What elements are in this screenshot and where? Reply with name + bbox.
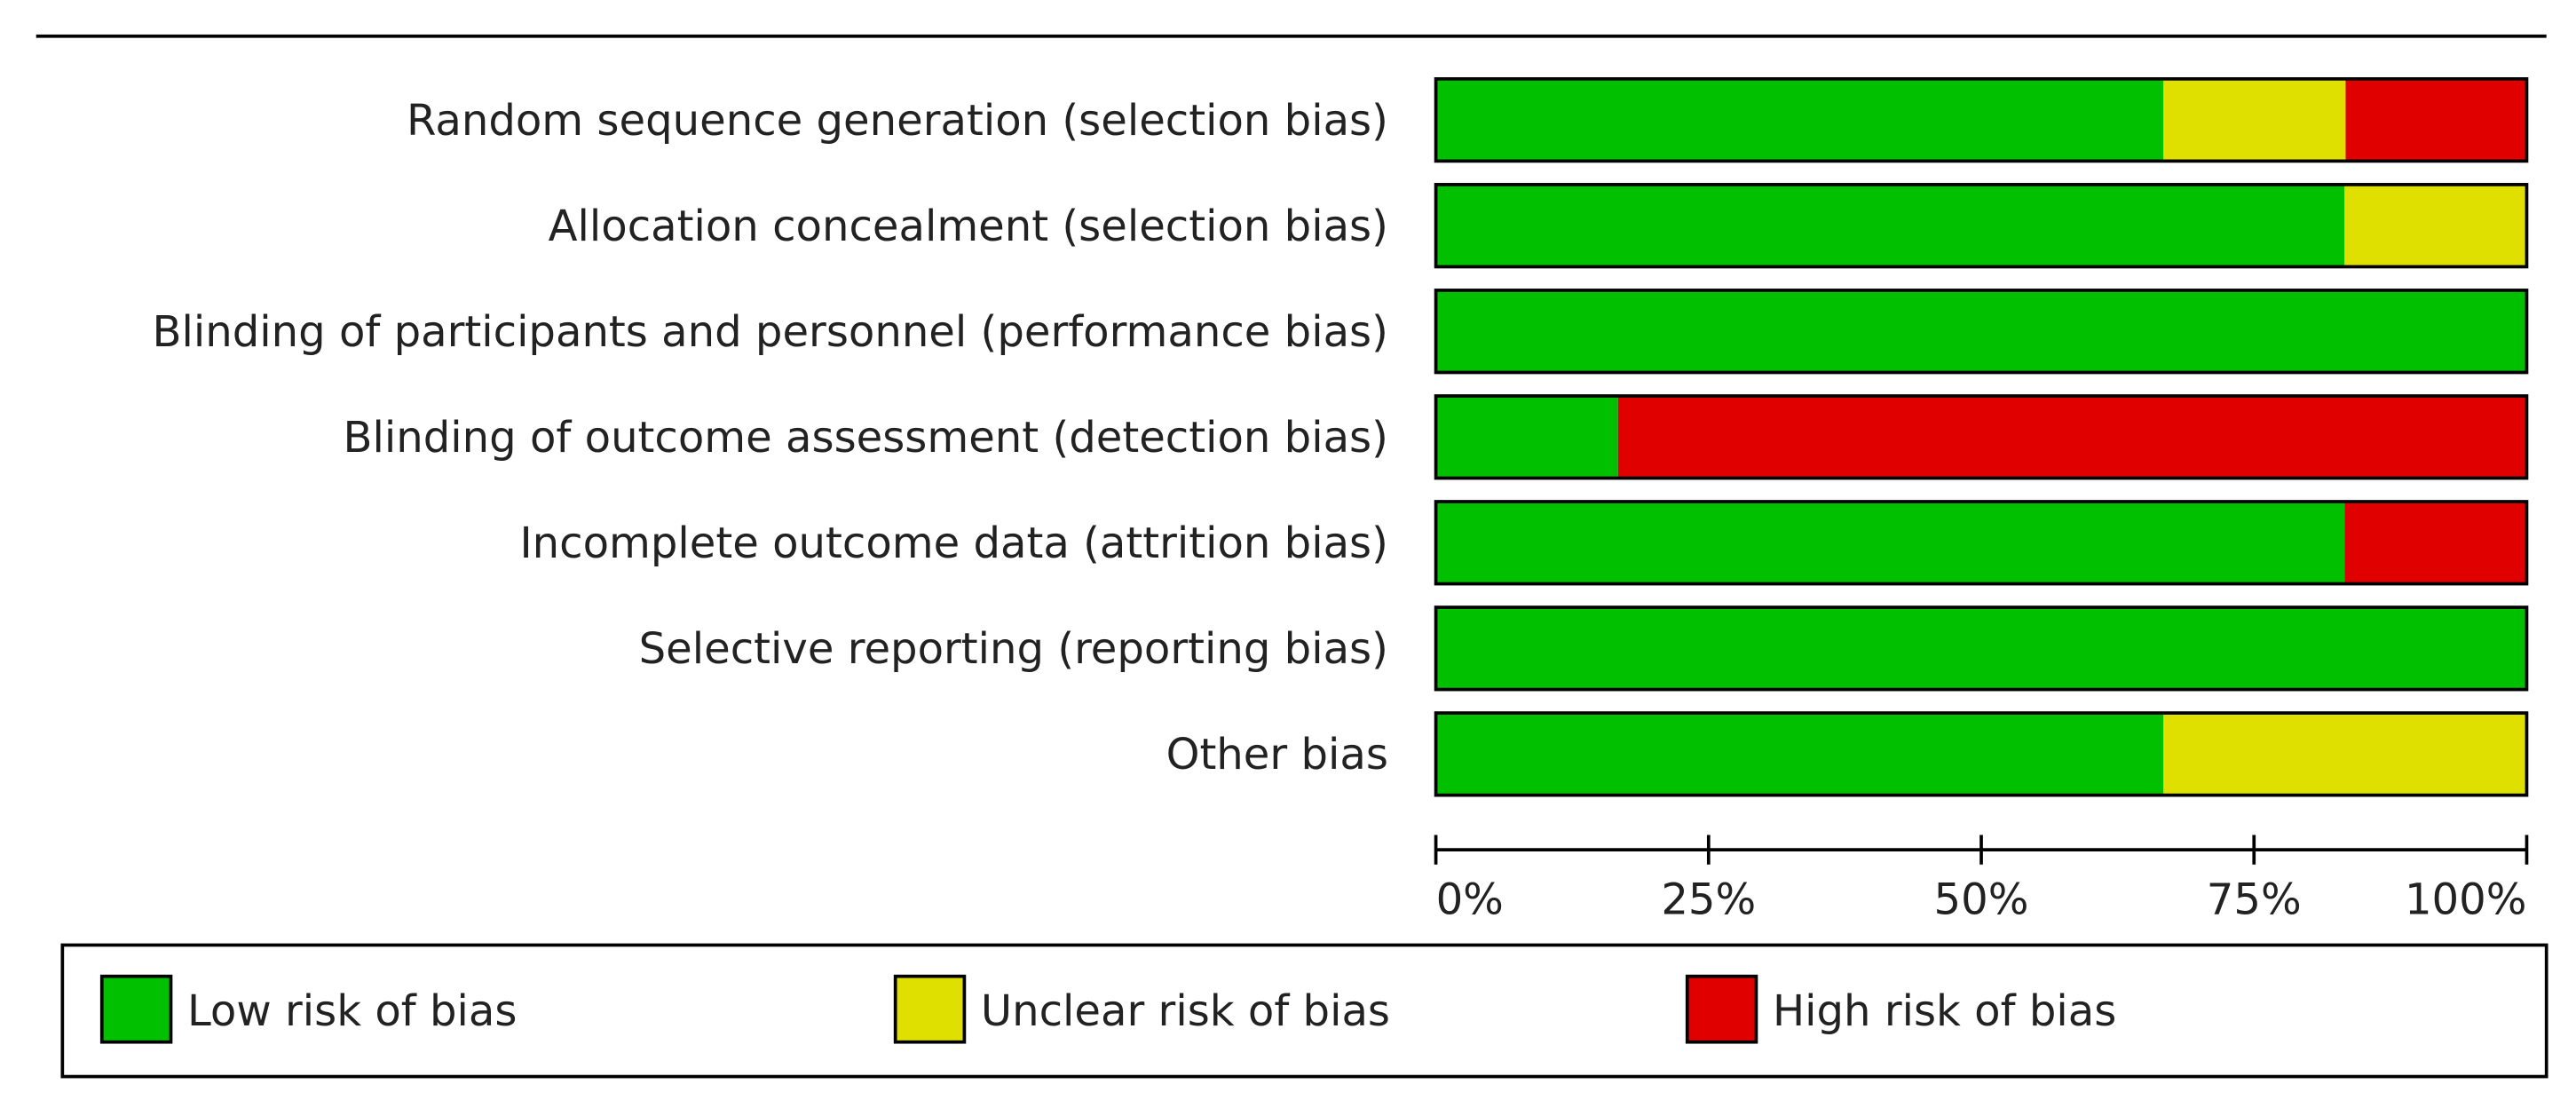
legend-swatch	[893, 974, 967, 1044]
bar-segment	[1435, 502, 2345, 584]
bar-outline	[1434, 605, 2529, 692]
bar-outline	[1434, 77, 2529, 163]
bar-segment	[1617, 395, 2527, 479]
bar-segment	[2345, 78, 2527, 162]
bar-segment	[2163, 78, 2346, 162]
bar-segment	[1435, 607, 2527, 690]
bar-segment	[2163, 713, 2527, 795]
x-tick-label: 25%	[1661, 875, 1756, 924]
category-label: Selective reporting (reporting bias)	[639, 624, 1388, 674]
category-label: Blinding of outcome assessment (detectio…	[344, 413, 1388, 463]
legend-swatch	[99, 974, 173, 1044]
bar-segment	[2344, 502, 2527, 584]
bar-segment	[1435, 184, 2345, 267]
category-label: Allocation concealment (selection bias)	[549, 202, 1388, 251]
x-tick-label: 50%	[1934, 875, 2029, 924]
category-label: Random sequence generation (selection bi…	[407, 96, 1388, 146]
bar-segment	[1435, 78, 2164, 162]
bar-segment	[1435, 713, 2164, 795]
legend-box	[60, 943, 2548, 1079]
bar-segment	[2344, 184, 2527, 267]
bar-outline	[1434, 394, 2529, 480]
bar-segment	[1435, 289, 2527, 373]
bar-outline	[1434, 183, 2529, 269]
bar-outline	[1434, 289, 2529, 375]
category-label: Other bias	[1166, 730, 1388, 780]
legend-swatch	[1685, 974, 1758, 1044]
x-tick-label: 100%	[2405, 875, 2527, 924]
bar-outline	[1434, 711, 2529, 797]
legend-label: High risk of bias	[1773, 986, 2116, 1036]
legend-label: Unclear risk of bias	[981, 986, 1390, 1036]
category-label: Incomplete outcome data (attrition bias)	[519, 518, 1387, 568]
legend-label: Low risk of bias	[187, 986, 517, 1036]
bar-segment	[1435, 395, 1618, 479]
category-label: Blinding of participants and personnel (…	[153, 307, 1388, 357]
x-tick-label: 0%	[1436, 875, 1504, 924]
bar-outline	[1434, 500, 2529, 586]
x-tick-label: 75%	[2207, 875, 2302, 924]
